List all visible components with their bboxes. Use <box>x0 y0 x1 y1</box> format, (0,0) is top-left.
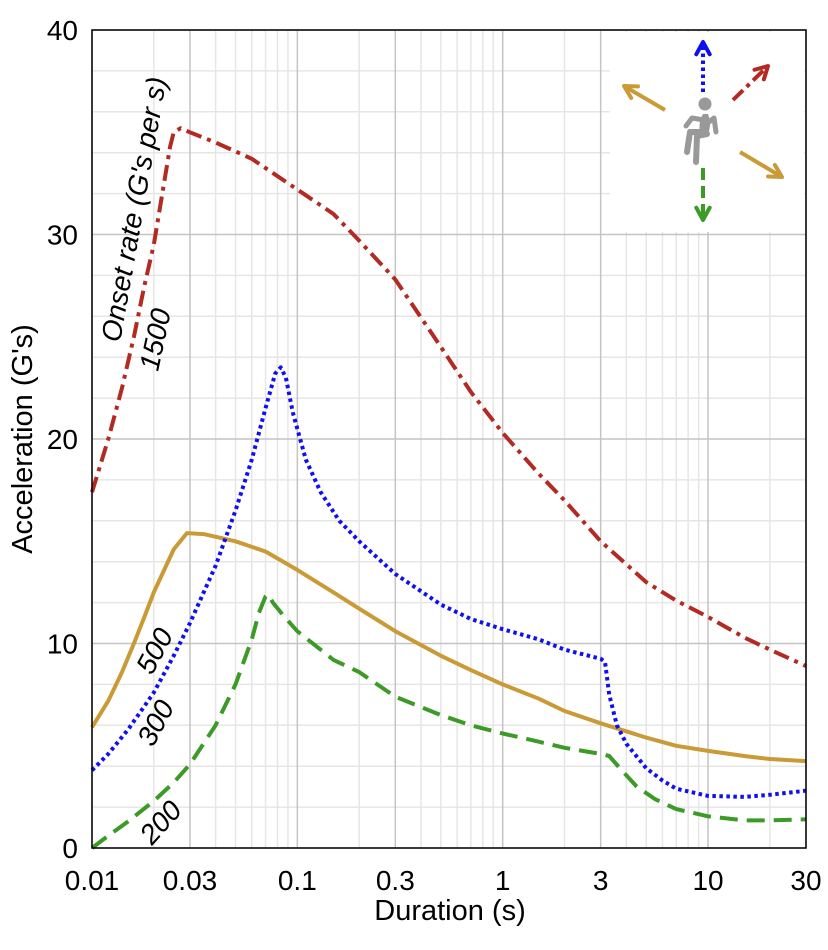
x-tick-label: 0.01 <box>65 865 120 896</box>
y-tick-label: 30 <box>47 220 78 251</box>
x-tick-label: 0.03 <box>163 865 218 896</box>
figure-head <box>698 97 712 111</box>
sideways-arrow-left-icon-head <box>622 84 640 100</box>
diagonal-arrow-icon <box>731 64 770 102</box>
x-tick-label: 0.3 <box>376 865 415 896</box>
y-tick-label: 20 <box>47 424 78 455</box>
series-layer <box>90 126 807 850</box>
x-tick-labels: 0.01 0.03 0.1 0.3 1 3 10 30 <box>65 865 822 896</box>
figure-legs <box>684 129 710 165</box>
x-tick-label: 1 <box>495 865 511 896</box>
diagonal-arrow-icon-head <box>752 64 770 82</box>
sideways-arrow-right-icon-head <box>766 162 784 179</box>
x-tick-label: 30 <box>790 865 821 896</box>
y-tick-label: 10 <box>47 629 78 660</box>
series-line-300 <box>90 365 807 799</box>
series-line-1500 <box>90 126 807 668</box>
series-line-200 <box>90 592 807 850</box>
x-tick-label: 3 <box>593 865 609 896</box>
y-axis-label: Acceleration (G's) <box>7 324 39 554</box>
plot-frame <box>91 29 807 849</box>
y-tick-label: 0 <box>62 833 78 864</box>
up-arrow-icon-head <box>694 40 712 57</box>
x-tick-label: 10 <box>692 865 723 896</box>
sideways-arrow-left-icon <box>622 84 667 112</box>
sideways-arrow-right-icon <box>738 150 784 179</box>
y-tick-labels: 0 10 20 30 40 <box>47 15 78 864</box>
series-line-500 <box>90 531 807 764</box>
seated-person-acceleration-directions-icon <box>610 32 804 232</box>
figure-arms <box>683 115 719 135</box>
x-tick-label: 0.1 <box>278 865 317 896</box>
x-axis-label: Duration (s) <box>374 895 526 927</box>
down-arrow-icon-head <box>694 205 712 222</box>
y-tick-label: 40 <box>47 15 78 46</box>
